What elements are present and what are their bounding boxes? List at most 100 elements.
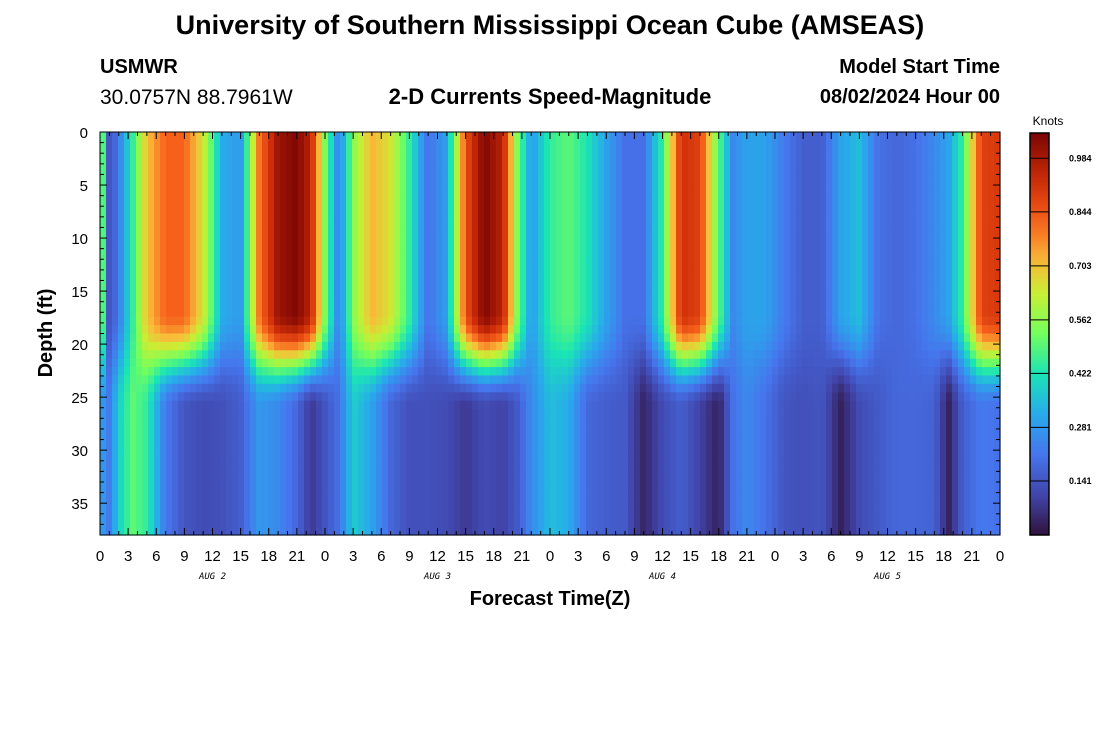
heatmap-cell	[616, 308, 623, 318]
heatmap-cell	[310, 224, 317, 234]
heatmap-cell	[706, 190, 713, 200]
heatmap-cell	[280, 375, 287, 385]
heatmap-cell	[568, 451, 575, 461]
heatmap-cell	[472, 392, 479, 402]
heatmap-cell	[418, 501, 425, 511]
heatmap-cell	[622, 425, 629, 435]
heatmap-cell	[556, 182, 563, 192]
heatmap-cell	[214, 173, 221, 183]
heatmap-cell	[262, 140, 269, 150]
heatmap-cell	[220, 266, 227, 276]
heatmap-cell	[472, 484, 479, 494]
heatmap-cell	[646, 274, 653, 284]
heatmap-cell	[598, 215, 605, 225]
heatmap-cell	[286, 157, 293, 167]
heatmap-cell	[304, 493, 311, 503]
heatmap-cell	[280, 283, 287, 293]
heatmap-cell	[142, 165, 149, 175]
heatmap-cell	[304, 190, 311, 200]
heatmap-cell	[214, 190, 221, 200]
heatmap-cell	[580, 140, 587, 150]
heatmap-cell	[520, 358, 527, 368]
heatmap-cell	[688, 501, 695, 511]
heatmap-cell	[478, 509, 485, 519]
heatmap-cell	[160, 358, 167, 368]
heatmap-cell	[706, 232, 713, 242]
heatmap-cell	[232, 476, 239, 486]
heatmap-cell	[574, 501, 581, 511]
heatmap-cell	[268, 442, 275, 452]
heatmap-cell	[340, 224, 347, 234]
heatmap-cell	[226, 425, 233, 435]
heatmap-cell	[286, 299, 293, 309]
heatmap-cell	[178, 266, 185, 276]
heatmap-cell	[232, 467, 239, 477]
heatmap-cell	[688, 274, 695, 284]
heatmap-cell	[370, 341, 377, 351]
heatmap-cell	[262, 350, 269, 360]
heatmap-cell	[214, 350, 221, 360]
heatmap-cell	[340, 493, 347, 503]
heatmap-cell	[508, 224, 515, 234]
heatmap-cell	[484, 375, 491, 385]
heatmap-cell	[640, 467, 647, 477]
heatmap-cell	[490, 392, 497, 402]
heatmap-cell	[196, 451, 203, 461]
heatmap-cell	[526, 358, 533, 368]
heatmap-cell	[676, 425, 683, 435]
heatmap-cell	[352, 501, 359, 511]
heatmap-cell	[628, 509, 635, 519]
heatmap-cell	[190, 451, 197, 461]
heatmap-cell	[154, 459, 161, 469]
heatmap-cell	[664, 283, 671, 293]
heatmap-cell	[424, 165, 431, 175]
heatmap-cell	[394, 451, 401, 461]
heatmap-cell	[448, 132, 455, 141]
heatmap-cell	[352, 241, 359, 251]
heatmap-cell	[340, 425, 347, 435]
heatmap-cell	[682, 509, 689, 519]
heatmap-cell	[526, 501, 533, 511]
heatmap-cell	[310, 425, 317, 435]
heatmap-cell	[250, 467, 257, 477]
heatmap-cell	[232, 341, 239, 351]
heatmap-cell	[286, 241, 293, 251]
heatmap-cell	[598, 341, 605, 351]
heatmap-cell	[394, 299, 401, 309]
heatmap-cell	[220, 400, 227, 410]
heatmap-cell	[334, 383, 341, 393]
heatmap-cell	[256, 224, 263, 234]
heatmap-cell	[178, 451, 185, 461]
heatmap-cell	[652, 484, 659, 494]
heatmap-cell	[238, 308, 245, 318]
heatmap-cell	[148, 316, 155, 326]
heatmap-cell	[124, 392, 131, 402]
heatmap-cell	[106, 308, 113, 318]
heatmap-cell	[502, 434, 509, 444]
heatmap-cell	[430, 333, 437, 343]
heatmap-cell	[634, 325, 641, 335]
heatmap-cell	[262, 165, 269, 175]
heatmap-cell	[688, 308, 695, 318]
heatmap-cell	[406, 350, 413, 360]
heatmap-cell	[208, 182, 215, 192]
heatmap-cell	[478, 157, 485, 167]
heatmap-cell	[634, 257, 641, 267]
heatmap-cell	[112, 232, 119, 242]
heatmap-cell	[646, 283, 653, 293]
heatmap-cell	[526, 207, 533, 217]
heatmap-cell	[208, 484, 215, 494]
heatmap-cell	[208, 459, 215, 469]
heatmap-cell	[568, 484, 575, 494]
heatmap-cell	[226, 476, 233, 486]
heatmap-cell	[232, 232, 239, 242]
heatmap-cell	[688, 173, 695, 183]
heatmap-cell	[556, 375, 563, 385]
heatmap-cell	[568, 140, 575, 150]
heatmap-cell	[178, 232, 185, 242]
heatmap-cell	[106, 232, 113, 242]
heatmap-cell	[286, 400, 293, 410]
heatmap-cell	[256, 392, 263, 402]
heatmap-cell	[580, 132, 587, 141]
heatmap-cell	[400, 467, 407, 477]
